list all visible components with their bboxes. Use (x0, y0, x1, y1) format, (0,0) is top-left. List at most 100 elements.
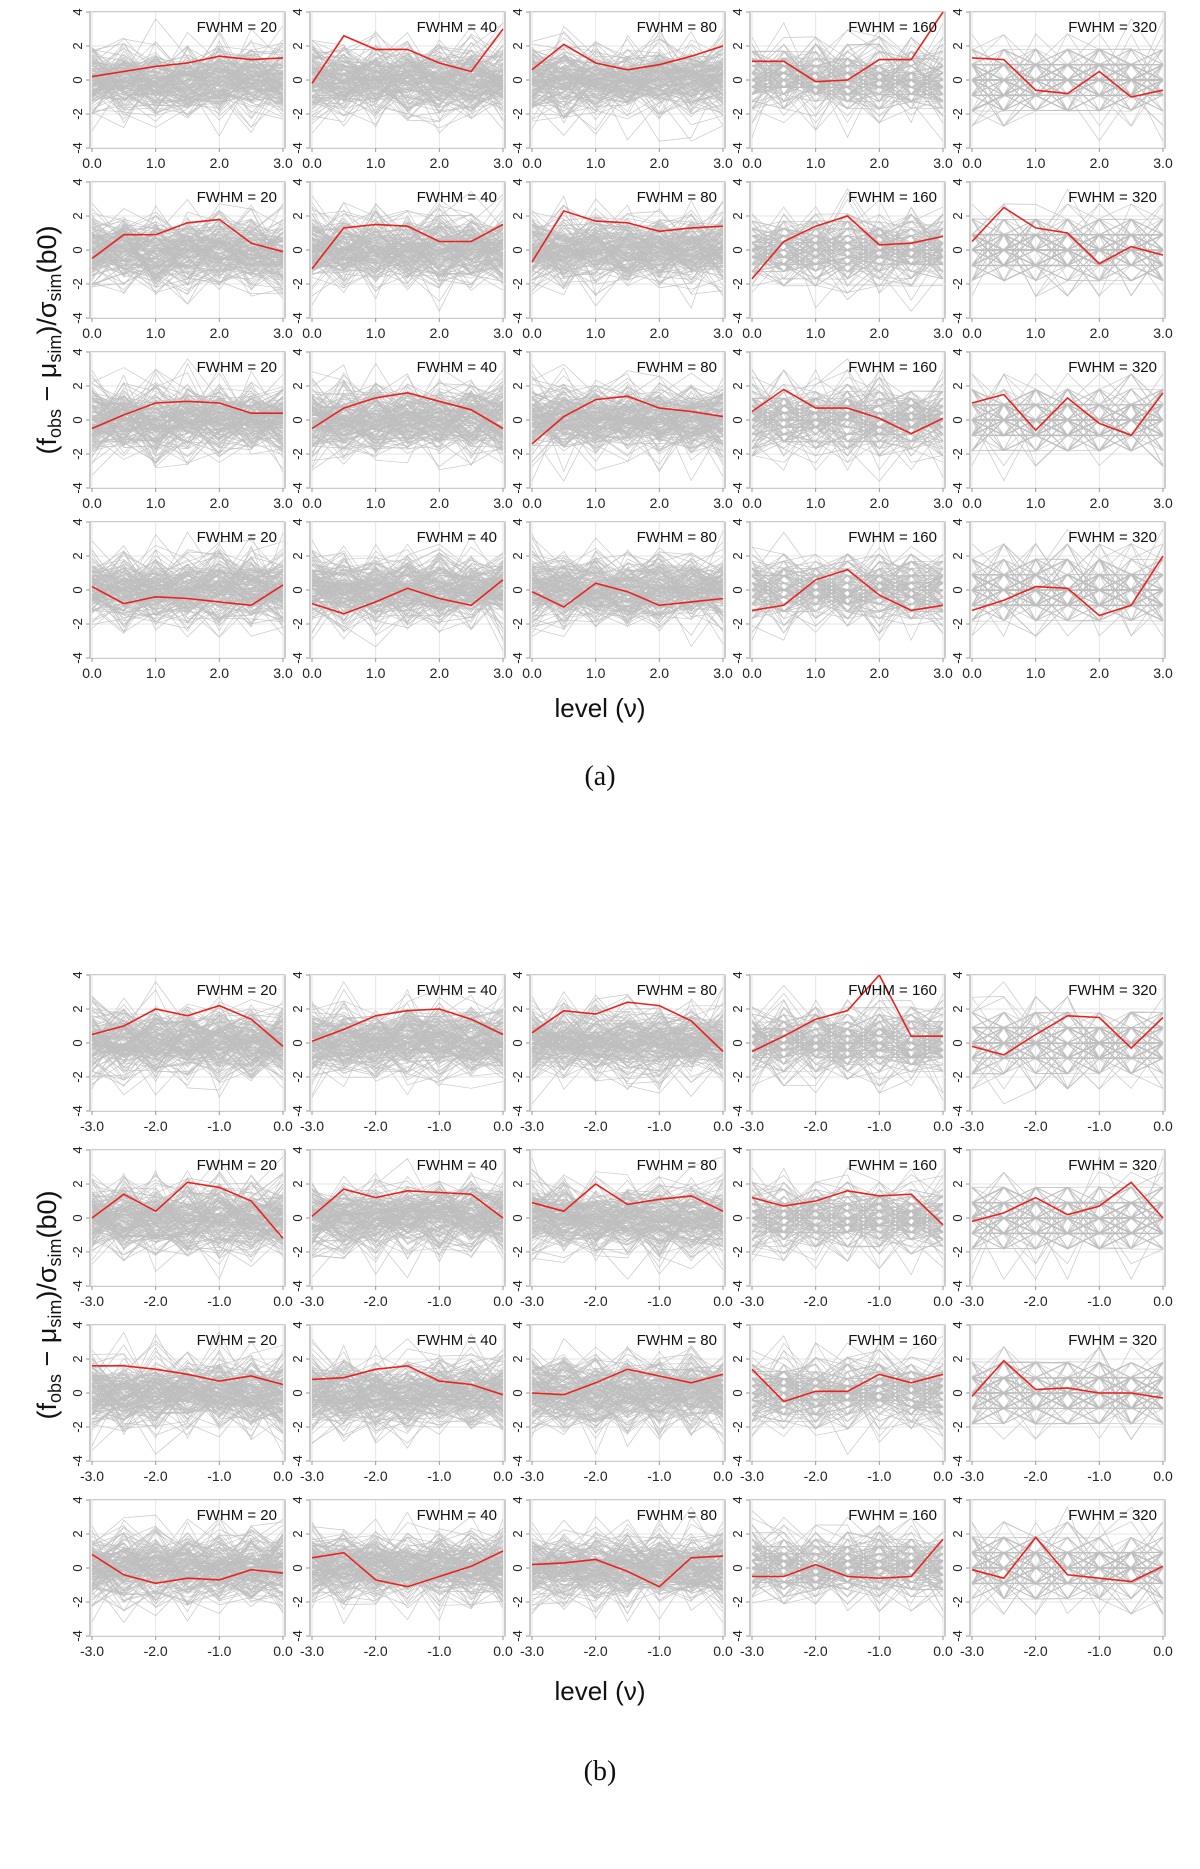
simulated-curve (531, 1037, 724, 1057)
y-tick-label: 2 (70, 382, 85, 389)
y-axis-label-part: (b0) (32, 225, 62, 273)
simulated-curve (311, 76, 504, 124)
y-tick-label: 4 (70, 178, 85, 185)
simulated-curve (311, 569, 504, 651)
simulated-curve (531, 242, 724, 283)
y-tick-label: 0 (730, 416, 745, 423)
simulated-curve (311, 1014, 504, 1071)
simulated-curve (531, 70, 724, 95)
simulated-curves (751, 21, 944, 142)
simulated-curve (311, 65, 504, 96)
simulated-curve (531, 44, 724, 91)
simulated-curve (311, 410, 504, 445)
y-tick-label: -4 (950, 1105, 965, 1117)
simulated-curve (531, 1013, 724, 1055)
simulated-curve (531, 62, 724, 102)
simulated-curve (311, 43, 504, 114)
simulated-curve (91, 399, 284, 457)
simulated-curve (971, 388, 1164, 436)
x-tick-label: -2.0 (364, 1293, 388, 1309)
simulated-curve (311, 55, 504, 99)
simulated-curve (531, 1008, 724, 1079)
simulated-curve (751, 1203, 944, 1255)
simulated-curves (531, 1156, 724, 1280)
x-tick-label: 2.0 (430, 325, 450, 341)
simulated-curve (91, 574, 284, 611)
panel-title: FWHM = 40 (417, 982, 497, 999)
simulated-curve (311, 557, 504, 624)
panel-r3-c1: FWHM = 20 -4 -2 0 2 4 0.0 1.0 2.0 3.0 (70, 348, 293, 511)
simulated-curve (531, 238, 724, 289)
panel-r3-c3: FWHM = 80 -4 -2 0 2 4 0.0 1.0 2.0 3.0 (510, 348, 733, 511)
y-tick-label: -2 (70, 618, 85, 630)
simulated-curve (531, 219, 724, 274)
simulated-curve (531, 1001, 724, 1057)
panel-r1-c5: FWHM = 320 -4 -2 0 2 4 -3.0 -2.0 -1.0 0.0 (950, 971, 1173, 1134)
simulated-curve (751, 397, 944, 442)
simulated-curve (751, 50, 944, 88)
simulated-curve (91, 1195, 284, 1248)
simulated-curve (311, 375, 504, 439)
simulated-curve (751, 369, 944, 450)
simulated-curve (91, 266, 284, 287)
simulated-curve (971, 79, 1164, 112)
panel-plot-area (970, 182, 1165, 318)
simulated-curve (531, 57, 724, 106)
simulated-curve (311, 567, 504, 582)
y-tick-label: 2 (730, 42, 745, 49)
simulated-curve (91, 1013, 284, 1058)
y-axis-label-subscript: sim (45, 335, 65, 363)
simulated-curve (311, 1202, 504, 1247)
simulated-curve (91, 1019, 284, 1047)
simulated-curve (91, 1021, 284, 1054)
simulated-curve (311, 206, 504, 302)
simulated-curve (91, 381, 284, 441)
simulated-curve (311, 1196, 504, 1233)
simulated-curve (971, 234, 1164, 297)
x-tick-label: 0.0 (82, 325, 102, 341)
x-tick-label: 0.0 (82, 155, 102, 171)
simulated-curves (531, 530, 724, 648)
panel-plot-area (310, 12, 505, 148)
simulated-curve (311, 229, 504, 273)
observed-curve (531, 1183, 724, 1213)
simulated-curve (311, 1019, 504, 1064)
simulated-curve (531, 1196, 724, 1251)
panel-title: FWHM = 160 (848, 359, 937, 376)
simulated-curve (311, 213, 504, 266)
simulated-curve (91, 1025, 284, 1068)
simulated-curve (91, 573, 284, 637)
simulated-curve (531, 1013, 724, 1055)
simulated-curve (91, 231, 284, 285)
y-tick-label: 4 (510, 348, 525, 355)
simulated-curve (531, 391, 724, 426)
simulated-curve (311, 549, 504, 593)
simulated-curve (311, 54, 504, 101)
figure-caption: (a) (584, 761, 615, 792)
simulated-curve (531, 67, 724, 97)
x-tick-label: 2.0 (650, 665, 670, 681)
simulated-curve (91, 230, 284, 269)
simulated-curve (311, 57, 504, 112)
x-tick-label: 3.0 (493, 495, 513, 511)
simulated-curve (531, 560, 724, 598)
y-tick-label: -2 (950, 278, 965, 290)
x-tick-label: -3.0 (520, 1118, 544, 1134)
x-tick-label: 1.0 (586, 665, 606, 681)
simulated-curve (91, 1040, 284, 1082)
y-tick-label: -4 (290, 142, 305, 154)
x-tick-label: 0.0 (273, 1118, 293, 1134)
simulated-curve (91, 387, 284, 442)
y-tick-label: -4 (290, 652, 305, 664)
panel-plot-area (970, 975, 1165, 1111)
simulated-curves (311, 981, 504, 1098)
observed-curve (531, 209, 724, 263)
simulated-curve (751, 553, 944, 591)
y-tick-label: 0 (290, 246, 305, 253)
simulated-curve (971, 49, 1164, 97)
y-tick-label: 0 (290, 1039, 305, 1046)
simulated-curve (91, 218, 284, 266)
panel-plot-area (90, 12, 285, 148)
simulated-curve (971, 1027, 1164, 1089)
